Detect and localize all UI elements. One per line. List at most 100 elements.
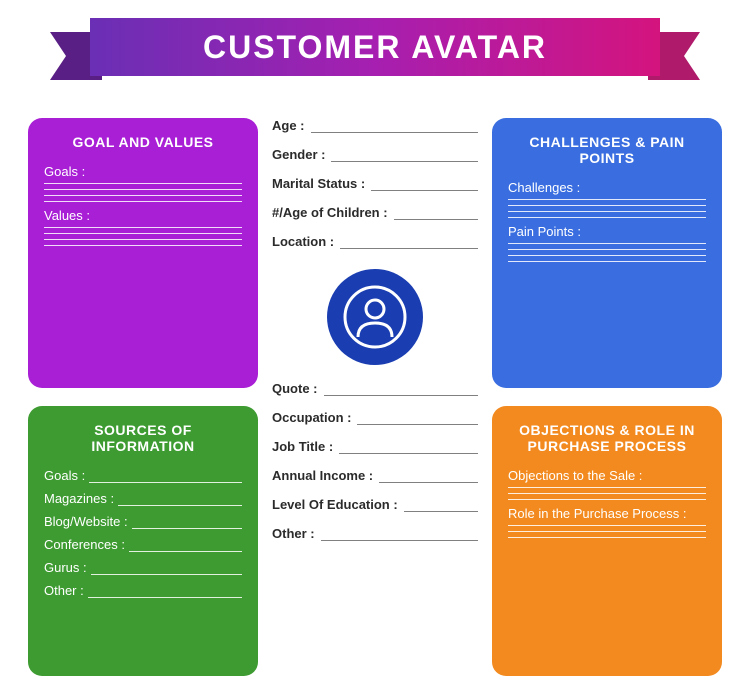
section-label: Goals : (44, 164, 242, 179)
field-label: Marital Status : (272, 176, 365, 191)
field-label: Gender : (272, 147, 325, 162)
source-field: Gurus : (44, 560, 242, 575)
blank-line (508, 493, 706, 494)
blank-lines (508, 243, 706, 262)
blank-fill (132, 519, 242, 529)
blank-lines (508, 199, 706, 218)
center-field: Occupation : (272, 410, 478, 425)
center-field: Other : (272, 526, 478, 541)
source-field: Blog/Website : (44, 514, 242, 529)
title-banner: CUSTOMER AVATAR (90, 18, 660, 76)
card-title: OBJECTIONS & ROLE IN PURCHASE PROCESS (508, 422, 706, 454)
blank-line (508, 255, 706, 256)
field-label: #/Age of Children : (272, 205, 388, 220)
blank-lines (508, 487, 706, 500)
blank-fill (357, 413, 478, 425)
blank-line (44, 239, 242, 240)
field-label: Other : (272, 526, 315, 541)
center-field: Quote : (272, 381, 478, 396)
blank-lines (44, 227, 242, 246)
blank-fill (89, 473, 242, 483)
blank-lines (508, 525, 706, 538)
blank-lines (44, 183, 242, 202)
blank-fill (379, 471, 478, 483)
center-field: Gender : (272, 147, 478, 162)
blank-line (44, 245, 242, 246)
field-label: Conferences : (44, 537, 125, 552)
field-label: Blog/Website : (44, 514, 128, 529)
blank-line (508, 531, 706, 532)
field-label: Quote : (272, 381, 318, 396)
field-label: Occupation : (272, 410, 351, 425)
blank-line (508, 243, 706, 244)
center-field: Level Of Education : (272, 497, 478, 512)
blank-line (508, 249, 706, 250)
banner-main: CUSTOMER AVATAR (90, 18, 660, 76)
source-field: Magazines : (44, 491, 242, 506)
center-field: Location : (272, 234, 478, 249)
card-title: GOAL AND VALUES (44, 134, 242, 150)
blank-fill (340, 237, 478, 249)
blank-fill (404, 500, 478, 512)
blank-fill (371, 179, 478, 191)
blank-line (508, 525, 706, 526)
blank-line (508, 499, 706, 500)
source-field: Goals : (44, 468, 242, 483)
field-label: Other : (44, 583, 84, 598)
profile-fields: Quote : Occupation : Job Title : Annual Inc… (272, 381, 478, 555)
section-label: Objections to the Sale : (508, 468, 706, 483)
field-label: Job Title : (272, 439, 333, 454)
blank-line (508, 217, 706, 218)
center-field: #/Age of Children : (272, 205, 478, 220)
blank-line (44, 189, 242, 190)
blank-line (508, 211, 706, 212)
card-title: SOURCES OF INFORMATION (44, 422, 242, 454)
field-label: Goals : (44, 468, 85, 483)
blank-fill (331, 150, 478, 162)
source-field: Conferences : (44, 537, 242, 552)
field-label: Annual Income : (272, 468, 373, 483)
center-column: Age : Gender : Marital Status : #/Age of Ch… (272, 118, 478, 676)
card-title: CHALLENGES & PAIN POINTS (508, 134, 706, 166)
section-label: Pain Points : (508, 224, 706, 239)
card-sources: SOURCES OF INFORMATION Goals : Magazines :… (28, 406, 258, 676)
blank-line (44, 227, 242, 228)
blank-fill (91, 565, 242, 575)
blank-line (44, 201, 242, 202)
blank-fill (394, 208, 478, 220)
field-label: Location : (272, 234, 334, 249)
section-label: Values : (44, 208, 242, 223)
blank-line (508, 487, 706, 488)
blank-line (508, 199, 706, 200)
blank-line (44, 183, 242, 184)
blank-fill (339, 442, 478, 454)
blank-line (44, 233, 242, 234)
blank-line (508, 205, 706, 206)
person-icon (343, 285, 407, 349)
center-field: Job Title : (272, 439, 478, 454)
blank-fill (118, 496, 242, 506)
card-challenges: CHALLENGES & PAIN POINTS Challenges : Pain… (492, 118, 722, 388)
avatar-placeholder (327, 269, 423, 365)
card-objections: OBJECTIONS & ROLE IN PURCHASE PROCESS Obj… (492, 406, 722, 676)
source-field: Other : (44, 583, 242, 598)
field-label: Gurus : (44, 560, 87, 575)
blank-line (508, 261, 706, 262)
blank-fill (321, 529, 478, 541)
demographics-fields: Age : Gender : Marital Status : #/Age of Ch… (272, 118, 478, 263)
blank-fill (88, 588, 242, 598)
card-goal-values: GOAL AND VALUES Goals : Values : (28, 118, 258, 388)
blank-line (508, 537, 706, 538)
blank-fill (324, 384, 479, 396)
section-label: Role in the Purchase Process : (508, 506, 706, 521)
center-field: Age : (272, 118, 478, 133)
content-grid: GOAL AND VALUES Goals : Values : CHALLENGE… (28, 118, 722, 676)
section-label: Challenges : (508, 180, 706, 195)
center-field: Marital Status : (272, 176, 478, 191)
field-label: Level Of Education : (272, 497, 398, 512)
center-field: Annual Income : (272, 468, 478, 483)
blank-fill (129, 542, 242, 552)
field-label: Age : (272, 118, 305, 133)
blank-line (44, 195, 242, 196)
banner-title: CUSTOMER AVATAR (203, 29, 547, 66)
